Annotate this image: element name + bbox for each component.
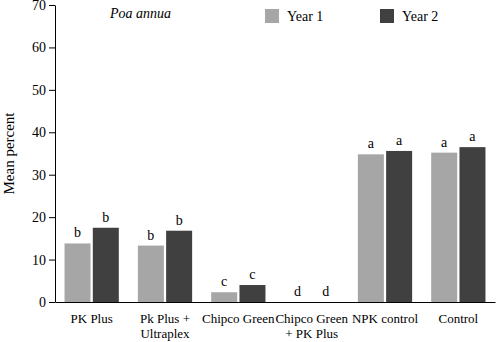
y-axis-title: Mean percent [1, 112, 17, 195]
x-tick: Pk Plus +Ultraplex [140, 302, 190, 341]
annotations: b b c d a a b b c d a a [74, 129, 476, 299]
y-tick: 10 [32, 253, 55, 268]
bar [211, 292, 237, 302]
bar [93, 228, 119, 302]
y-tick: 30 [32, 168, 55, 183]
x-tick-label: Control [438, 311, 478, 326]
bar [285, 302, 311, 303]
y-tick: 40 [32, 125, 55, 140]
significance-letter: d [322, 284, 329, 299]
y-tick-label: 30 [32, 168, 46, 183]
significance-letter: a [469, 129, 476, 144]
title: Poa annua [109, 6, 171, 21]
bar [358, 154, 384, 302]
y-tick: 70 [32, 0, 55, 13]
chart: b b c d a a b b c d a a 0 10 20 30 40 50 60 70 PK Plus Pk Plu… [0, 0, 500, 342]
significance-letter: a [396, 133, 403, 148]
significance-letter: c [249, 267, 255, 282]
legend-swatch [265, 9, 279, 23]
y-tick-mark [49, 5, 55, 6]
significance-letter: d [294, 284, 301, 299]
significance-letter: b [74, 225, 81, 240]
y-tick-mark [49, 47, 55, 48]
legend-swatch [380, 9, 394, 23]
y-axis: 0 10 20 30 40 50 60 70 [32, 0, 56, 310]
y-tick-mark [49, 132, 55, 133]
y-tick-mark [49, 90, 55, 91]
y-tick: 60 [32, 40, 55, 55]
bar [239, 285, 265, 302]
legend-label: Year 2 [402, 9, 438, 24]
x-axis-line [56, 302, 496, 303]
y-tick-label: 10 [32, 253, 46, 268]
y-tick-label: 50 [32, 83, 46, 98]
bars [65, 147, 486, 302]
x-tick: Control [438, 302, 478, 326]
x-tick: Chipco Green [202, 302, 275, 326]
bar [313, 302, 339, 303]
significance-letter: b [102, 210, 109, 225]
significance-letter: a [368, 136, 375, 151]
x-tick: NPK control [352, 302, 418, 326]
y-tick-label: 40 [32, 125, 46, 140]
y-tick: 0 [39, 295, 55, 310]
significance-letter: c [221, 274, 227, 289]
significance-letter: b [176, 213, 183, 228]
x-tick-label: Chipco Green+ PK Plus [275, 311, 348, 340]
x-tick-label: Chipco Green [202, 311, 275, 326]
legend-item: Year 1 [265, 9, 323, 24]
y-tick: 20 [32, 210, 55, 225]
bar [65, 243, 91, 302]
bar [431, 153, 457, 302]
y-tick-label: 70 [32, 0, 46, 13]
bar [138, 246, 164, 302]
y-tick-label: 0 [39, 295, 46, 310]
y-tick-mark [49, 260, 55, 261]
y-tick: 50 [32, 83, 55, 98]
y-tick-mark [49, 217, 55, 218]
bar [386, 151, 412, 302]
legend-label: Year 1 [287, 9, 323, 24]
x-axis: PK Plus Pk Plus +Ultraplex Chipco GreenChi… [56, 302, 496, 341]
x-tick-label: NPK control [352, 311, 418, 326]
plot-area: b b c d a a b b c d a a 0 10 20 30 40 50 60 70 PK Plus Pk Plu… [32, 0, 496, 340]
legend: Year 1 Year 2 [265, 9, 438, 24]
significance-letter: a [441, 135, 448, 150]
x-tick: PK Plus [71, 302, 113, 326]
significance-letter: b [147, 228, 154, 243]
y-tick-label: 20 [32, 210, 46, 225]
x-tick-label: Pk Plus +Ultraplex [140, 311, 190, 340]
x-tick-label: PK Plus [71, 311, 113, 326]
x-tick: Chipco Green+ PK Plus [275, 302, 348, 341]
y-tick-label: 60 [32, 40, 46, 55]
y-tick-mark [49, 302, 55, 303]
bar [166, 231, 192, 302]
legend-item: Year 2 [380, 9, 438, 24]
y-tick-mark [49, 175, 55, 176]
bar [459, 147, 485, 302]
y-axis-line [55, 6, 56, 303]
